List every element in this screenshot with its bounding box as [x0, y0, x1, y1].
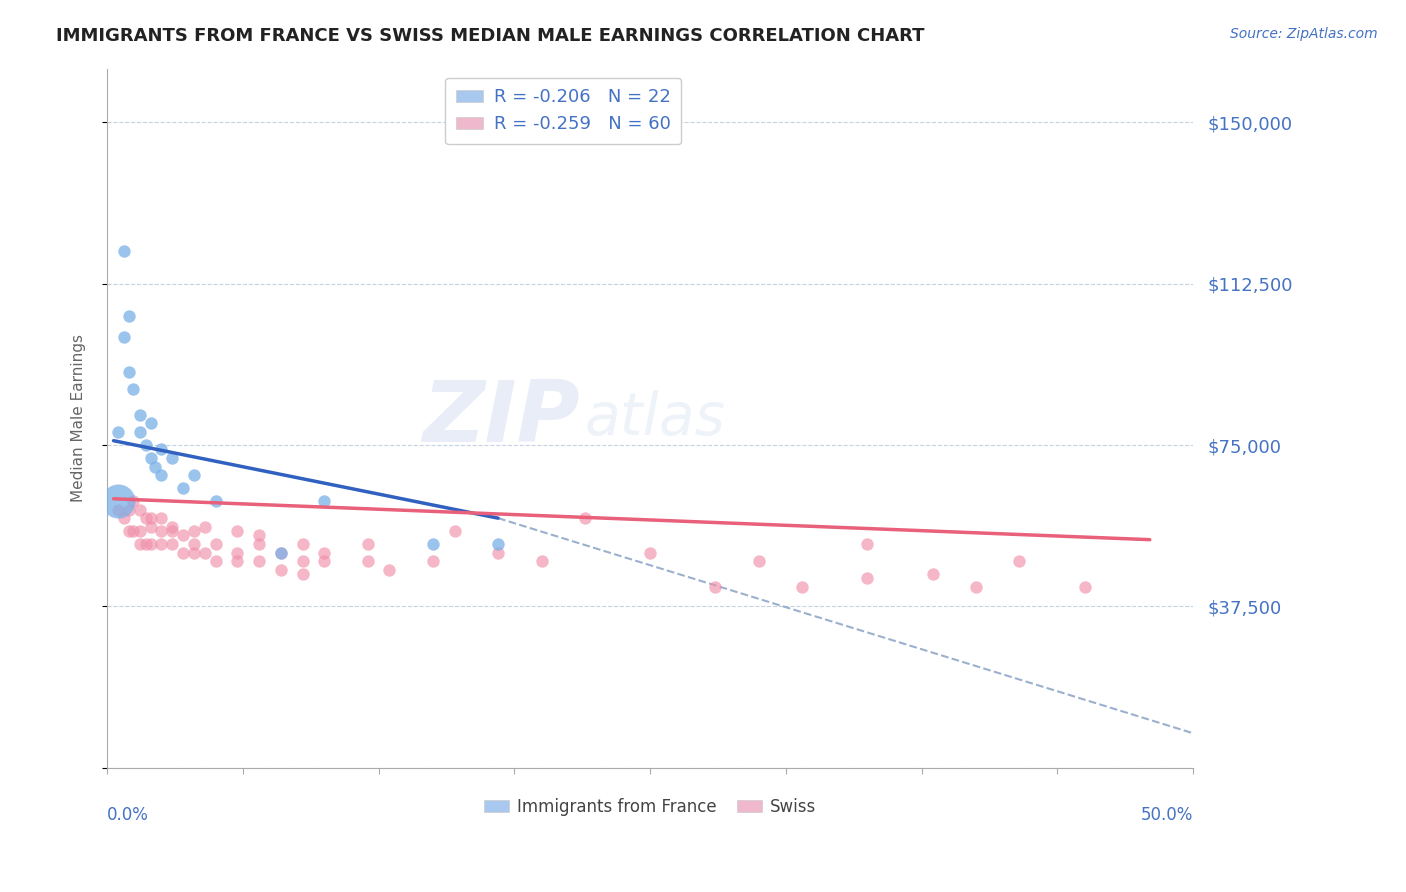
- Point: [291, 567, 314, 582]
- Point: [128, 408, 150, 422]
- Text: IMMIGRANTS FROM FRANCE VS SWISS MEDIAN MALE EARNINGS CORRELATION CHART: IMMIGRANTS FROM FRANCE VS SWISS MEDIAN M…: [56, 27, 925, 45]
- Point: [162, 537, 184, 551]
- Point: [1008, 554, 1031, 568]
- Point: [122, 524, 145, 538]
- Point: [204, 494, 226, 508]
- Point: [114, 511, 136, 525]
- Point: [247, 528, 270, 542]
- Point: [486, 537, 509, 551]
- Point: [107, 425, 129, 439]
- Point: [135, 438, 157, 452]
- Point: [291, 537, 314, 551]
- Point: [107, 502, 129, 516]
- Point: [204, 554, 226, 568]
- Point: [226, 524, 249, 538]
- Point: [139, 511, 162, 525]
- Point: [107, 494, 129, 508]
- Point: [150, 524, 173, 538]
- Point: [172, 481, 194, 495]
- Point: [139, 520, 162, 534]
- Point: [530, 554, 553, 568]
- Point: [118, 365, 141, 379]
- Point: [422, 537, 444, 551]
- Point: [172, 545, 194, 559]
- Point: [247, 554, 270, 568]
- Point: [270, 545, 292, 559]
- Point: [150, 442, 173, 457]
- Point: [204, 537, 226, 551]
- Point: [162, 450, 184, 465]
- Point: [162, 524, 184, 538]
- Point: [422, 554, 444, 568]
- Point: [150, 537, 173, 551]
- Point: [128, 524, 150, 538]
- Point: [114, 330, 136, 344]
- Point: [704, 580, 727, 594]
- Point: [443, 524, 465, 538]
- Point: [118, 309, 141, 323]
- Point: [139, 450, 162, 465]
- Point: [357, 554, 380, 568]
- Point: [194, 520, 217, 534]
- Point: [122, 382, 145, 396]
- Point: [226, 554, 249, 568]
- Point: [638, 545, 661, 559]
- Point: [172, 528, 194, 542]
- Point: [357, 537, 380, 551]
- Point: [183, 524, 205, 538]
- Point: [135, 537, 157, 551]
- Point: [183, 537, 205, 551]
- Point: [128, 537, 150, 551]
- Point: [114, 244, 136, 259]
- Y-axis label: Median Male Earnings: Median Male Earnings: [72, 334, 86, 502]
- Point: [194, 545, 217, 559]
- Point: [378, 563, 401, 577]
- Text: atlas: atlas: [585, 390, 725, 447]
- Text: 0.0%: 0.0%: [107, 806, 149, 824]
- Point: [150, 511, 173, 525]
- Point: [921, 567, 943, 582]
- Point: [162, 520, 184, 534]
- Point: [128, 502, 150, 516]
- Point: [118, 524, 141, 538]
- Point: [792, 580, 814, 594]
- Point: [291, 554, 314, 568]
- Point: [270, 545, 292, 559]
- Point: [314, 554, 336, 568]
- Point: [150, 468, 173, 483]
- Point: [314, 545, 336, 559]
- Point: [486, 545, 509, 559]
- Point: [314, 494, 336, 508]
- Point: [226, 545, 249, 559]
- Point: [143, 459, 166, 474]
- Point: [122, 494, 145, 508]
- Text: ZIP: ZIP: [422, 376, 579, 459]
- Text: Source: ZipAtlas.com: Source: ZipAtlas.com: [1230, 27, 1378, 41]
- Point: [270, 563, 292, 577]
- Point: [856, 537, 879, 551]
- Point: [247, 537, 270, 551]
- Point: [856, 571, 879, 585]
- Point: [128, 425, 150, 439]
- Point: [748, 554, 770, 568]
- Point: [1073, 580, 1095, 594]
- Point: [965, 580, 987, 594]
- Point: [135, 511, 157, 525]
- Point: [183, 545, 205, 559]
- Point: [574, 511, 596, 525]
- Point: [139, 537, 162, 551]
- Legend: Immigrants from France, Swiss: Immigrants from France, Swiss: [477, 791, 823, 822]
- Point: [139, 417, 162, 431]
- Text: 50.0%: 50.0%: [1140, 806, 1194, 824]
- Point: [118, 502, 141, 516]
- Point: [183, 468, 205, 483]
